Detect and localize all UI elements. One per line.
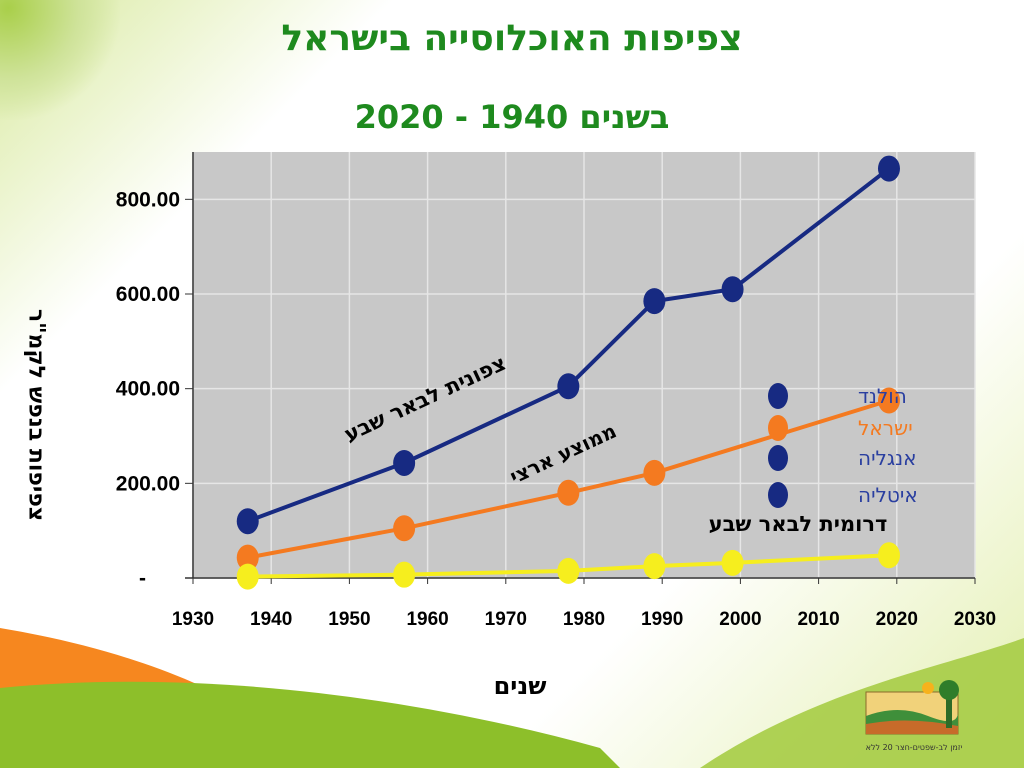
y-tick-label: - [139, 567, 146, 590]
legend-label: הולנד [858, 384, 907, 408]
legend-marker [768, 445, 788, 471]
series-0 [236, 155, 900, 535]
y-tick-label: 600.00 [116, 283, 180, 306]
y-tick-label: 800.00 [116, 188, 180, 211]
legend-label: איטליה [858, 483, 918, 507]
data-point [877, 542, 900, 569]
y-axis-label: צפיפות בנפש לקמ"ר [23, 308, 49, 522]
series-line [247, 553, 890, 579]
data-point [877, 387, 900, 414]
x-tick-label: 2010 [797, 609, 839, 630]
data-point [643, 459, 666, 486]
x-tick-label: 1980 [563, 609, 605, 630]
axes [185, 152, 975, 579]
series-line [247, 166, 891, 524]
x-tick-label: 2020 [876, 609, 918, 630]
data-point [557, 479, 580, 506]
x-axis-ticks: 1930 1940 1950 1960 1970 1980 1990 2000 2010 2020… [172, 578, 996, 630]
y-tick-label: 400.00 [116, 378, 180, 401]
legend-marker [768, 482, 788, 508]
data-point [877, 155, 900, 182]
series-2 [236, 542, 900, 590]
data-point [393, 449, 416, 476]
data-point [557, 373, 580, 400]
y-axis-ticks: - 200.00 400.00 600.00 800.00 [116, 188, 193, 590]
x-tick-label: 1990 [641, 609, 683, 630]
legend: הולנד ישראל אנגליה איטליה [768, 383, 918, 508]
data-point [557, 557, 580, 584]
legend-label: אנגליה [858, 446, 917, 470]
data-point [393, 561, 416, 588]
legend-marker [768, 415, 788, 441]
x-tick-label: 1970 [485, 609, 527, 630]
series-annotation: דרומית לבאר שבע [709, 512, 888, 536]
data-point [236, 563, 259, 590]
x-tick-label: 2030 [954, 609, 996, 630]
legend-item: איטליה [768, 482, 918, 508]
y-tick-label: 200.00 [116, 472, 180, 495]
x-tick-label: 1930 [172, 609, 214, 630]
school-logo: יזמן לב-שפטים-חצר 20 ללא [865, 680, 963, 752]
corner-decoration [0, 0, 120, 120]
slide-title: צפיפות האוכלוסייה בישראל [281, 18, 743, 59]
data-point [721, 276, 744, 303]
logo-caption: יזמן לב-שפטים-חצר 20 ללא [866, 743, 963, 752]
data-point [236, 508, 259, 535]
legend-item: הולנד [768, 383, 907, 409]
bottom-wave-decoration [0, 628, 1024, 768]
data-point [643, 288, 666, 315]
x-axis-label: שנים [493, 672, 547, 700]
series-layer [236, 155, 900, 590]
legend-label: ישראל [858, 416, 913, 440]
data-point [236, 544, 259, 571]
x-tick-label: 2000 [719, 609, 761, 630]
x-tick-label: 1950 [328, 609, 370, 630]
legend-marker [768, 383, 788, 409]
data-point [721, 549, 744, 576]
slide-subtitle: בשנים 1940 - 2020 [354, 98, 670, 136]
data-point [393, 515, 416, 542]
data-point [643, 553, 666, 580]
x-tick-label: 1960 [406, 609, 448, 630]
legend-item: ישראל [768, 415, 913, 441]
x-tick-label: 1940 [250, 609, 292, 630]
legend-item: אנגליה [768, 445, 917, 471]
series-1 [236, 387, 900, 571]
